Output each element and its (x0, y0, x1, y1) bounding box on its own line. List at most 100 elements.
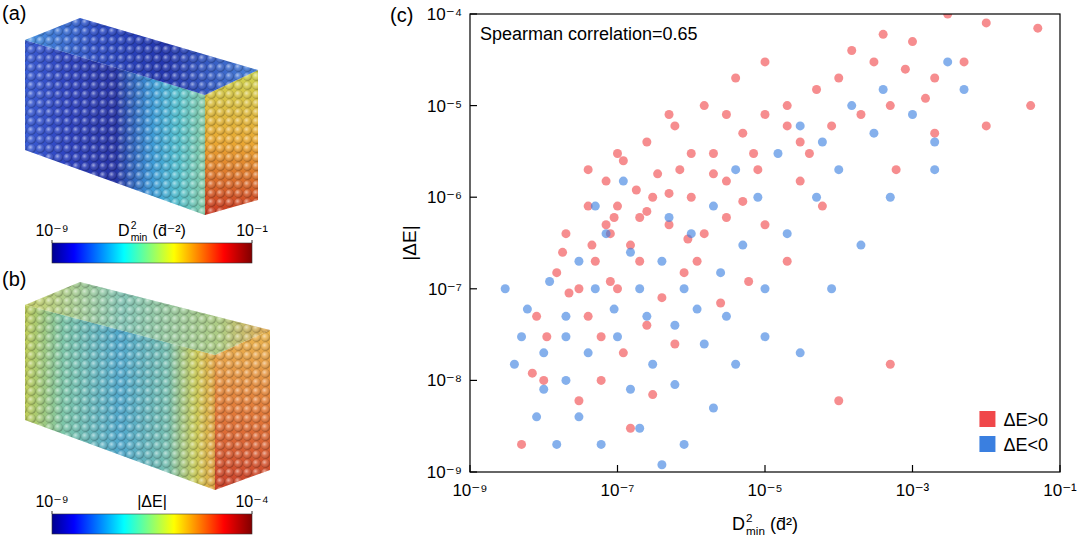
point (680, 284, 689, 293)
point (812, 193, 821, 202)
y-tick (470, 471, 477, 472)
point (738, 129, 747, 138)
point (574, 396, 583, 405)
plot-frame (470, 14, 1060, 472)
figure: 10⁻⁹10⁻¹D2min(d̄⁻²)10⁻⁹10⁻⁴|ΔE|(a)(b)(c)… (0, 0, 1089, 546)
box-particles (215, 330, 270, 490)
point (606, 277, 615, 286)
point (642, 312, 651, 321)
y-tick-label: 10⁻⁵ (427, 97, 462, 116)
point (930, 138, 939, 147)
point (528, 369, 537, 378)
label-unit: (d̄²) (770, 514, 798, 534)
point (943, 57, 952, 66)
point (796, 138, 805, 147)
point (587, 241, 596, 250)
colorbar-tick (252, 511, 253, 514)
point (796, 177, 805, 186)
point (532, 312, 541, 321)
point (869, 129, 878, 138)
box-particles (25, 282, 270, 355)
point (602, 220, 611, 229)
legend-label: ΔE>0 (1003, 410, 1048, 430)
point (982, 18, 991, 27)
point (886, 193, 895, 202)
point (574, 257, 583, 266)
point (930, 165, 939, 174)
point (613, 284, 622, 293)
point (539, 376, 548, 385)
point (613, 149, 622, 158)
point (709, 403, 718, 412)
point (648, 390, 657, 399)
panel-b-box (25, 282, 270, 490)
x-tick (764, 465, 765, 472)
point (648, 193, 657, 202)
point (532, 412, 541, 421)
point (834, 165, 843, 174)
box-face (205, 70, 258, 215)
x-tick-label: 10⁻¹ (1043, 481, 1077, 500)
point (700, 101, 709, 110)
point (670, 339, 679, 348)
point (574, 284, 583, 293)
colorbar-tick (52, 511, 53, 514)
y-axis-title: |ΔE| (399, 225, 420, 260)
panel-c: (c)10⁻⁹10⁻⁷10⁻⁵10⁻³10⁻¹10⁻⁹10⁻⁸10⁻⁷10⁻⁶1… (390, 4, 1077, 537)
point (722, 177, 731, 186)
x-tick (1059, 465, 1060, 472)
point (731, 74, 740, 83)
box-face (215, 330, 270, 490)
point (982, 121, 991, 130)
label-sup: 2 (746, 511, 753, 524)
point (834, 396, 843, 405)
point (657, 257, 666, 266)
x-tick (469, 465, 470, 472)
point (619, 177, 628, 186)
label-sub: min (131, 232, 148, 243)
label-sub: min (746, 524, 765, 537)
point (670, 321, 679, 330)
y-tick (470, 380, 477, 381)
point (523, 305, 532, 314)
point (869, 57, 878, 66)
point (783, 257, 792, 266)
label-base: D (732, 514, 745, 534)
point (731, 165, 740, 174)
colorbar-tick (252, 240, 253, 243)
point (619, 348, 628, 357)
points (501, 14, 1043, 469)
point (700, 229, 709, 238)
point (584, 348, 593, 357)
colorbar-tick-label: 10⁻⁹ (35, 493, 68, 510)
y-tick (470, 288, 477, 289)
point (722, 312, 731, 321)
point (561, 376, 570, 385)
point (610, 305, 619, 314)
point (591, 257, 600, 266)
point (635, 257, 644, 266)
point (517, 332, 526, 341)
colorbar-tick-label: 10⁻¹ (236, 222, 268, 239)
point (892, 165, 901, 174)
box-face (25, 18, 258, 95)
point (783, 229, 792, 238)
point (552, 440, 561, 449)
point (670, 121, 679, 130)
point (856, 241, 865, 250)
point (597, 332, 606, 341)
point (749, 149, 758, 158)
point (716, 268, 725, 277)
y-tick (470, 197, 477, 198)
point (921, 94, 930, 103)
point (886, 101, 895, 110)
point (584, 165, 593, 174)
point (635, 284, 644, 293)
colorbar-bar (52, 514, 252, 534)
point (602, 177, 611, 186)
point (783, 121, 792, 130)
y-tick (470, 105, 477, 106)
point (827, 121, 836, 130)
x-tick (912, 465, 913, 472)
point (783, 101, 792, 110)
